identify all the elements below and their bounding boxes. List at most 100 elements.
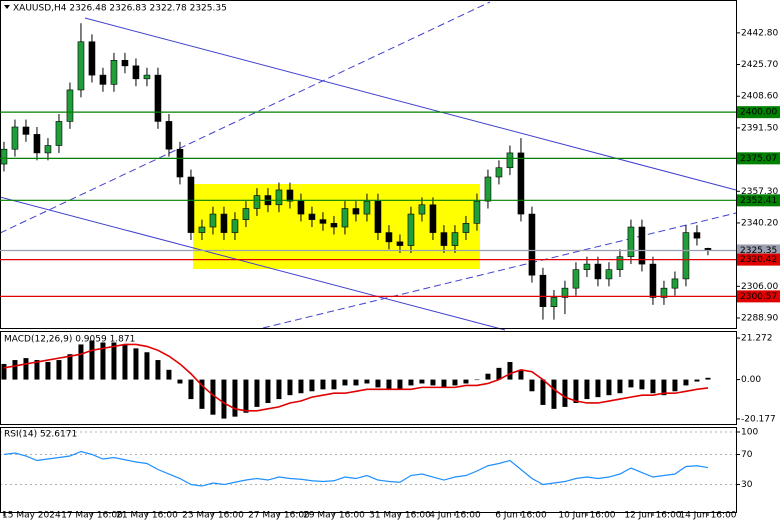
candle-body	[407, 213, 415, 246]
macd-bar	[34, 360, 40, 380]
macd-bar	[705, 377, 711, 380]
candle-body	[352, 208, 360, 215]
macd-title: MACD(12,26,9) 0.9059 1.871	[4, 335, 135, 345]
candle-body	[517, 152, 525, 215]
macd-bar	[672, 379, 678, 392]
x-tick-label: 23 May 16:00	[182, 511, 244, 521]
price-level-box	[737, 244, 780, 257]
macd-bar	[474, 379, 480, 381]
y-tick-label: 2425.70	[741, 60, 778, 70]
trendline	[0, 196, 506, 331]
candle-body	[187, 176, 195, 233]
x-tick-label: 29 May 16:00	[303, 511, 365, 521]
y-tick-label: -20.177	[741, 414, 776, 424]
candle-body	[429, 204, 437, 233]
candle-body	[671, 278, 679, 289]
x-tick-label: 31 May 16:00	[369, 511, 431, 521]
rsi-panel-frame	[0, 427, 737, 513]
y-tick-label: 21.272	[741, 334, 773, 344]
macd-bar	[507, 362, 513, 380]
candle-body	[33, 134, 41, 154]
candle-body	[297, 200, 305, 215]
macd-bar	[452, 379, 458, 386]
symbol-header: XAUUSD,H4 2326.48 2326.83 2322.78 2325.3…	[13, 4, 227, 14]
macd-bar	[628, 379, 634, 388]
candle-body	[44, 145, 52, 154]
menu-arrow[interactable]	[4, 5, 10, 9]
macd-bar	[122, 344, 128, 380]
candle-body	[451, 232, 459, 246]
macd-bar	[562, 379, 568, 407]
macd-bar	[232, 379, 238, 417]
candle-body	[528, 213, 536, 276]
candle-body	[308, 213, 316, 220]
macd-bar	[606, 379, 612, 396]
y-tick-label: 2408.60	[741, 92, 778, 102]
candle-body	[198, 226, 206, 233]
candle-body	[121, 59, 129, 67]
macd-panel-frame	[0, 331, 737, 425]
macd-bar	[67, 354, 73, 380]
candle-body	[495, 167, 503, 178]
candle-body	[77, 41, 85, 91]
macd-bar	[441, 379, 447, 388]
price-level-box	[737, 290, 780, 303]
macd-bar	[496, 367, 502, 380]
x-tick-label: 27 May 16:00	[248, 511, 310, 521]
candle-body	[55, 121, 63, 146]
candle-body	[165, 121, 173, 150]
candle-body	[550, 297, 558, 307]
candle-body	[110, 59, 118, 85]
macd-bar	[177, 379, 183, 384]
x-tick-label: 14 Jun 16:00	[679, 511, 736, 521]
macd-bar	[353, 379, 359, 386]
macd-bar	[639, 379, 645, 390]
y-tick-label: 2442.80	[741, 28, 778, 38]
macd-bar	[133, 348, 139, 380]
candle-body	[396, 241, 404, 246]
rsi-title: RSI(14) 52.6171	[4, 430, 77, 440]
candle-body	[22, 126, 30, 135]
macd-bar	[155, 360, 161, 380]
macd-bar	[287, 379, 293, 396]
x-tick-label: 21 May 16:00	[116, 511, 178, 521]
macd-bar	[540, 379, 546, 405]
candle-body	[660, 287, 668, 298]
candle-body	[363, 200, 371, 215]
price-panel-frame	[0, 0, 737, 329]
candle-body	[176, 148, 184, 178]
candle-body	[484, 176, 492, 202]
macd-bar	[12, 360, 18, 380]
price-level-box	[737, 106, 780, 119]
x-tick-label: 15 May 2024	[2, 511, 61, 521]
candle-body	[616, 256, 624, 270]
macd-bar	[320, 379, 326, 390]
candle-body	[594, 263, 602, 280]
y-tick-label: 2357.30	[741, 187, 778, 197]
candle-body	[143, 74, 151, 80]
macd-bar	[23, 358, 29, 380]
macd-bar	[694, 379, 700, 382]
candle-body	[319, 219, 327, 224]
x-tick-label: 12 Jun 16:00	[624, 511, 681, 521]
macd-bar	[265, 379, 271, 403]
macd-bar	[331, 379, 337, 390]
price-level-box	[737, 152, 780, 165]
macd-bar	[529, 379, 535, 392]
candle-body	[253, 195, 261, 209]
y-tick-label: 2391.50	[741, 123, 778, 133]
candle-body	[682, 232, 690, 280]
macd-bar	[210, 379, 216, 415]
candle-body	[627, 226, 635, 257]
macd-bar	[650, 379, 656, 394]
candle-body	[209, 213, 217, 228]
macd-bar	[89, 340, 95, 380]
price-level-box	[737, 194, 780, 207]
candle-body	[638, 226, 646, 265]
trendline	[84, 17, 737, 191]
price-level-label: 2375.07	[740, 154, 777, 164]
macd-bar	[188, 379, 194, 400]
candle-body	[88, 41, 96, 76]
macd-bar	[45, 362, 51, 380]
